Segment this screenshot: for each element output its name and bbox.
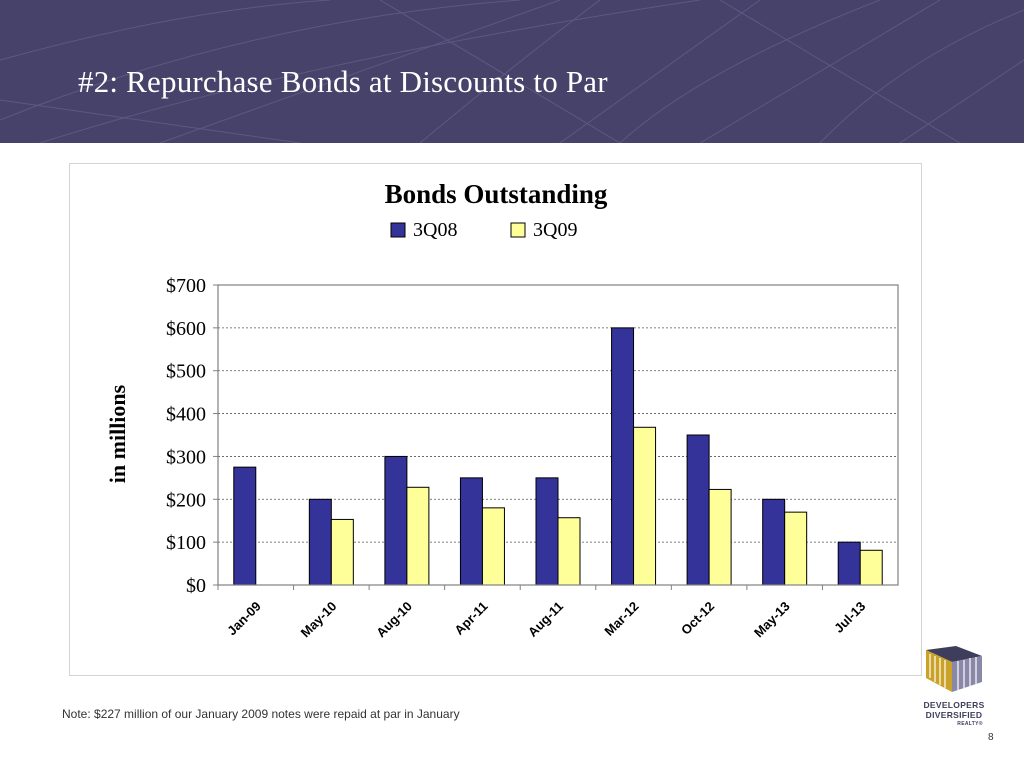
y-tick-label: $700 bbox=[166, 275, 206, 297]
y-tick-label: $300 bbox=[166, 446, 206, 468]
x-tick-label: Apr-11 bbox=[451, 599, 490, 638]
y-tick-labels: $0 $100 $200 $300 $400 $500 $600 $700 bbox=[166, 275, 206, 597]
x-tick-label: Aug-11 bbox=[525, 599, 566, 640]
bar-3q08-jul-13 bbox=[837, 541, 861, 586]
chart-canvas: Bonds Outstanding 3Q08 3Q09 in millions … bbox=[105, 179, 899, 641]
logo-text-line2: DIVERSIFIED bbox=[925, 710, 983, 720]
bar-3q08-jan-09 bbox=[233, 466, 257, 586]
y-tick-label: $0 bbox=[186, 575, 206, 597]
bar-3q09-aug-10 bbox=[406, 486, 430, 586]
bar-3q09-mar-12 bbox=[633, 426, 657, 586]
footnote: Note: $227 million of our January 2009 n… bbox=[62, 707, 460, 721]
x-tick-label: Oct-12 bbox=[678, 599, 717, 638]
bars bbox=[233, 327, 883, 586]
company-logo: DEVELOPERS DIVERSIFIED REALTY® bbox=[918, 644, 990, 734]
x-tick-label: Jan-09 bbox=[224, 599, 264, 639]
x-tick-label: Mar-12 bbox=[601, 599, 641, 639]
bar-3q09-may-13 bbox=[784, 511, 808, 586]
logo-text-line3: REALTY® bbox=[957, 721, 983, 727]
bar-3q09-aug-11 bbox=[557, 517, 581, 586]
bar-3q09-may-10 bbox=[330, 518, 354, 586]
x-tick-label: Aug-10 bbox=[373, 599, 415, 641]
legend-swatch-3q09 bbox=[510, 222, 526, 238]
legend-swatch-3q08 bbox=[390, 222, 406, 238]
bar-3q08-mar-12 bbox=[611, 327, 635, 586]
bar-3q08-aug-11 bbox=[535, 477, 559, 586]
slide-title: #2: Repurchase Bonds at Discounts to Par bbox=[78, 64, 608, 99]
x-tick-labels: Jan-09 May-10 Aug-10 Apr-11 Aug-11 Mar-12 Oct-… bbox=[217, 585, 868, 641]
y-tick-label: $100 bbox=[166, 532, 206, 554]
bonds-chart: Bonds Outstanding 3Q08 3Q09 in millions … bbox=[69, 163, 922, 676]
x-tick-label: Jul-13 bbox=[831, 599, 868, 636]
bar-3q08-may-13 bbox=[762, 498, 786, 586]
chart-title: Bonds Outstanding bbox=[385, 179, 608, 209]
logo-mark-icon bbox=[926, 646, 982, 692]
bar-3q08-apr-11 bbox=[459, 477, 483, 586]
y-tick-label: $500 bbox=[166, 361, 206, 383]
legend-label-3q09: 3Q09 bbox=[533, 219, 577, 241]
plot-area-border bbox=[217, 284, 899, 586]
y-tick-label: $200 bbox=[166, 489, 206, 511]
bar-3q08-may-10 bbox=[308, 498, 332, 586]
bar-3q09-apr-11 bbox=[481, 507, 505, 586]
y-tick-label: $400 bbox=[166, 404, 206, 426]
bar-3q09-jul-13 bbox=[859, 549, 883, 586]
bar-3q09-oct-12 bbox=[708, 488, 732, 586]
y-tick-label: $600 bbox=[166, 318, 206, 340]
bar-3q08-oct-12 bbox=[686, 434, 710, 586]
y-axis-label: in millions bbox=[105, 384, 130, 483]
logo-text-line1: DEVELOPERS bbox=[923, 700, 985, 710]
legend-label-3q08: 3Q08 bbox=[413, 219, 457, 241]
x-tick-label: May-13 bbox=[751, 599, 793, 641]
bar-3q08-aug-10 bbox=[384, 455, 408, 586]
page-number: 8 bbox=[988, 732, 994, 743]
banner-decoration bbox=[0, 0, 1024, 143]
title-banner: #2: Repurchase Bonds at Discounts to Par bbox=[0, 0, 1024, 143]
x-tick-label: May-10 bbox=[298, 599, 340, 641]
